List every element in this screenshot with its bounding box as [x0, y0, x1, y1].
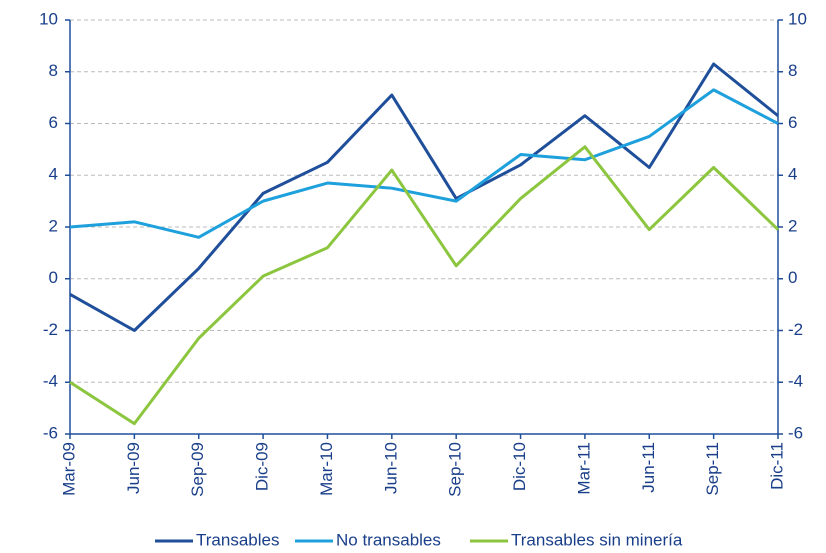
y2-tick-label: -4 [788, 372, 803, 391]
x-tick-label: Sep-09 [188, 442, 207, 497]
x-tick-label: Mar-09 [59, 442, 78, 496]
y2-tick-label: 6 [788, 113, 797, 132]
y2-tick-label: -6 [788, 423, 803, 442]
y2-tick-label: 8 [788, 61, 797, 80]
y-tick-label: 0 [49, 268, 58, 287]
legend-label: Transables sin minería [511, 530, 683, 549]
x-tick-label: Jun-09 [124, 442, 143, 494]
line-series [69, 145, 780, 426]
x-tick-label: Dic-10 [510, 442, 529, 491]
y-tick-label: 4 [49, 165, 58, 184]
y-tick-label: 6 [49, 113, 58, 132]
y-tick-label: 8 [49, 61, 58, 80]
y-tick-label: 2 [49, 216, 58, 235]
y2-tick-label: 4 [788, 165, 797, 184]
legend-label: Transables [196, 530, 279, 549]
line-series [69, 62, 779, 332]
y-tick-label: 10 [39, 9, 58, 28]
y2-tick-label: 0 [788, 268, 797, 287]
x-tick-label: Sep-10 [446, 442, 465, 497]
y2-tick-label: -2 [788, 320, 803, 339]
y-tick-label: -6 [43, 423, 58, 442]
x-tick-label: Dic-11 [767, 442, 786, 490]
legend-label: No transables [336, 530, 441, 549]
y2-tick-label: 2 [788, 216, 797, 235]
x-tick-label: Jun-10 [381, 442, 400, 494]
y-tick-label: -2 [43, 320, 58, 339]
x-tick-label: Mar-11 [574, 442, 593, 495]
x-tick-label: Jun-11 [639, 442, 658, 493]
x-tick-label: Dic-09 [253, 442, 272, 491]
line-series [69, 88, 779, 239]
y-tick-label: -4 [43, 372, 58, 391]
x-tick-label: Mar-10 [317, 442, 336, 496]
x-tick-label: Sep-11 [703, 442, 722, 496]
y2-tick-label: 10 [788, 9, 807, 28]
